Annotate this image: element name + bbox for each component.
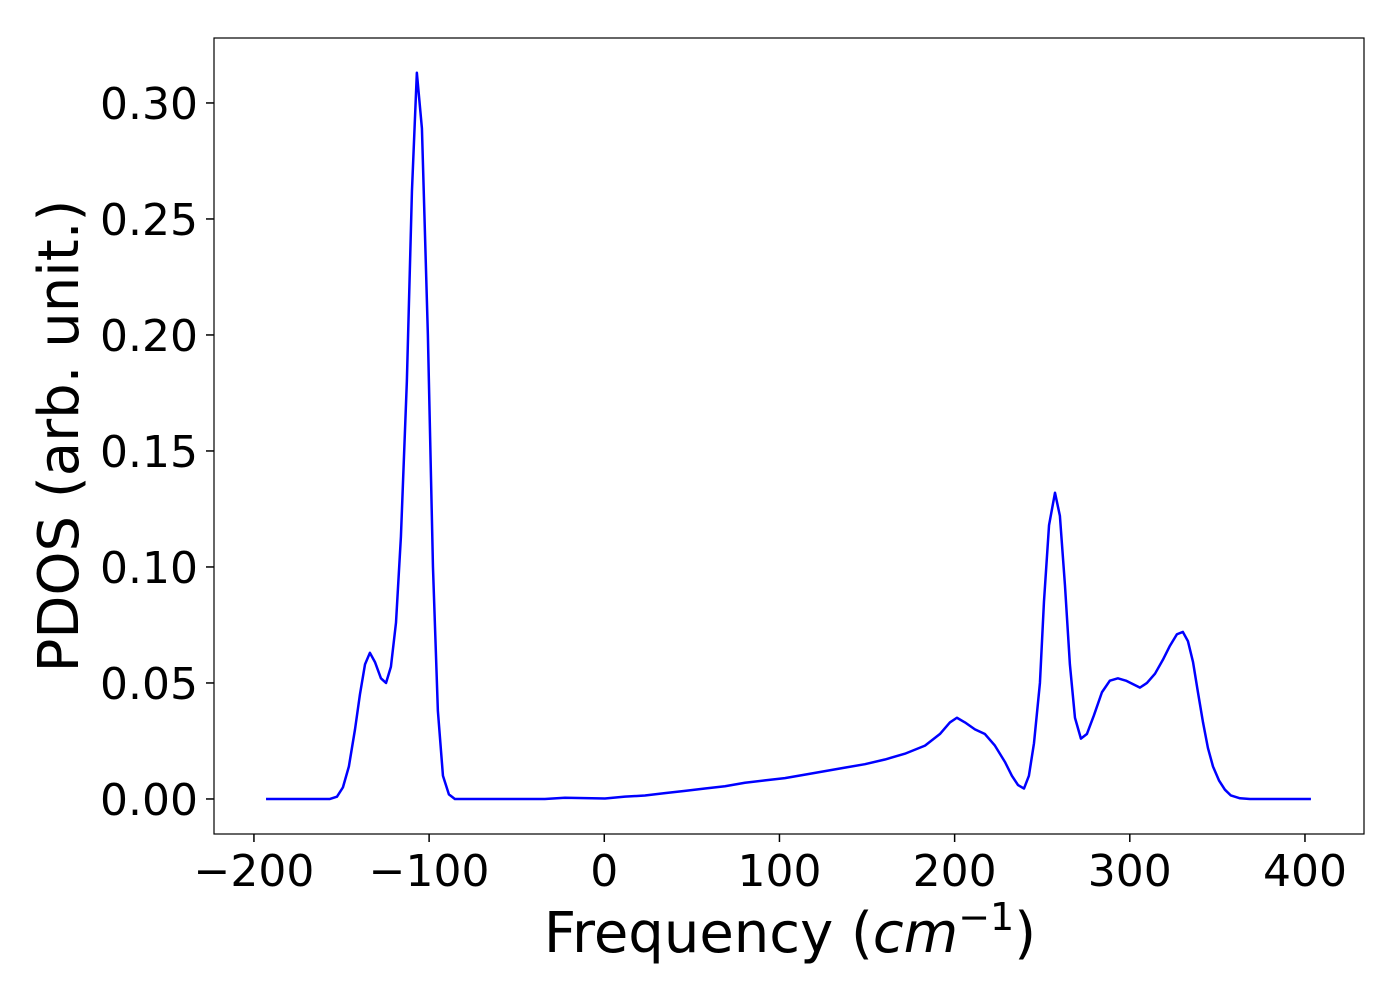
y-tick-label: 0.00 xyxy=(100,775,198,826)
plot-frame xyxy=(213,37,1365,835)
y-axis-label: PDOS (arb. unit.) xyxy=(27,200,92,673)
x-label-unit: cm xyxy=(873,901,958,966)
y-tick-label: 0.10 xyxy=(100,543,198,594)
x-tick-label: 400 xyxy=(1263,846,1347,897)
x-tick-label: 100 xyxy=(737,846,821,897)
y-tick-label: 0.30 xyxy=(100,79,198,130)
y-tick-label: 0.20 xyxy=(100,311,198,362)
x-label-text: Frequency ( xyxy=(544,901,873,966)
x-tick-label: 0 xyxy=(590,846,618,897)
x-tick-label: 300 xyxy=(1088,846,1172,897)
x-axis-label: Frequency (cm−1) xyxy=(544,895,1036,966)
y-tick-label: 0.05 xyxy=(100,659,198,710)
x-tick-label: 200 xyxy=(913,846,997,897)
x-tick-label: −100 xyxy=(369,846,490,897)
y-tick-label: 0.15 xyxy=(100,427,198,478)
x-label-exponent: −1 xyxy=(958,895,1014,939)
y-tick-label: 0.25 xyxy=(100,195,198,246)
x-tick-label: −200 xyxy=(194,846,315,897)
x-label-text: ) xyxy=(1014,901,1036,966)
data-line xyxy=(266,71,1311,801)
